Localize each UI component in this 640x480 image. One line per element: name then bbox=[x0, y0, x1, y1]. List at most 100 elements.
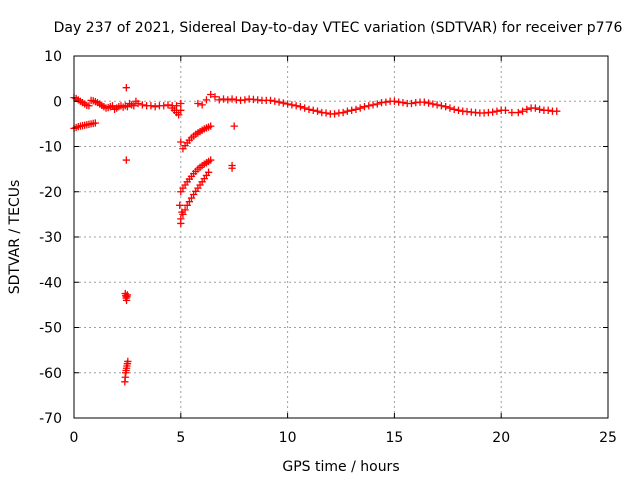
data-point bbox=[160, 102, 168, 110]
data-point bbox=[177, 99, 185, 108]
data-point bbox=[523, 105, 531, 114]
data-point bbox=[433, 101, 441, 109]
data-point bbox=[356, 104, 364, 112]
data-point bbox=[122, 84, 130, 92]
data-point bbox=[544, 106, 552, 114]
y-tick-label: -20 bbox=[39, 185, 62, 201]
data-point bbox=[176, 201, 184, 209]
series-main-band bbox=[70, 90, 561, 118]
data-point bbox=[313, 107, 322, 115]
series-arc-middle bbox=[177, 156, 215, 196]
data-point bbox=[390, 97, 399, 105]
data-point bbox=[292, 102, 300, 110]
y-tick-label: -60 bbox=[39, 366, 62, 382]
series-low-band-early bbox=[70, 119, 100, 133]
y-tick-label: -70 bbox=[39, 411, 62, 427]
data-point bbox=[207, 90, 215, 99]
data-point bbox=[175, 111, 183, 119]
y-tick-label: -40 bbox=[39, 275, 62, 291]
y-tick-label: -10 bbox=[39, 140, 62, 156]
data-point bbox=[275, 98, 283, 106]
data-point bbox=[271, 97, 279, 105]
data-point bbox=[283, 100, 292, 108]
series-scatter-5h bbox=[176, 201, 186, 228]
y-axis-label: SDTVAR / TECUs bbox=[7, 180, 23, 295]
data-point bbox=[450, 105, 458, 114]
grid bbox=[74, 56, 608, 418]
data-point bbox=[230, 122, 238, 130]
data-point bbox=[164, 101, 172, 109]
data-point bbox=[124, 357, 132, 366]
series-isolated-7.4h bbox=[228, 122, 238, 172]
data-point bbox=[365, 102, 373, 110]
data-point bbox=[309, 106, 317, 114]
data-point bbox=[489, 108, 497, 116]
data-point bbox=[228, 164, 236, 172]
series-arc-upper bbox=[177, 122, 215, 153]
ticks: 0 5 10 15 20 25 10 0 -10 -20 -30 -40 -50 -60 -70 bbox=[39, 49, 617, 446]
x-tick-label: 5 bbox=[176, 430, 185, 446]
data-point bbox=[207, 122, 215, 130]
data-point bbox=[219, 95, 228, 103]
x-tick-label: 25 bbox=[599, 430, 617, 446]
data-point bbox=[211, 93, 219, 101]
data-point bbox=[177, 219, 185, 228]
x-tick-label: 0 bbox=[70, 430, 79, 446]
data-point bbox=[508, 108, 516, 117]
data-point bbox=[207, 156, 215, 164]
data-point bbox=[138, 101, 147, 109]
x-tick-label: 15 bbox=[385, 430, 403, 446]
data-point bbox=[194, 99, 202, 108]
data-points bbox=[70, 84, 561, 386]
data-point bbox=[531, 104, 540, 112]
y-tick-label: 0 bbox=[53, 94, 62, 110]
data-point bbox=[322, 109, 330, 117]
data-point bbox=[553, 107, 561, 115]
data-point bbox=[437, 102, 446, 110]
data-point bbox=[305, 105, 313, 114]
data-point bbox=[343, 107, 352, 115]
data-point bbox=[198, 101, 206, 109]
data-point bbox=[493, 107, 501, 115]
data-point bbox=[204, 168, 213, 176]
data-point bbox=[224, 96, 232, 104]
data-point bbox=[228, 95, 236, 103]
data-point bbox=[91, 119, 100, 127]
data-point bbox=[177, 106, 185, 114]
data-point bbox=[442, 103, 450, 111]
data-point bbox=[382, 98, 390, 106]
data-point bbox=[407, 99, 416, 108]
data-point bbox=[429, 100, 437, 108]
data-point bbox=[348, 106, 356, 114]
y-tick-label: -30 bbox=[39, 230, 62, 246]
data-point bbox=[122, 156, 130, 164]
data-point bbox=[446, 104, 454, 112]
data-point bbox=[339, 108, 347, 117]
data-point bbox=[296, 103, 305, 111]
data-point bbox=[202, 96, 211, 104]
data-point bbox=[301, 104, 309, 112]
data-point bbox=[178, 208, 186, 216]
data-point bbox=[172, 102, 181, 110]
data-point bbox=[501, 106, 510, 114]
x-tick-label: 10 bbox=[279, 430, 297, 446]
y-tick-label: -50 bbox=[39, 321, 62, 337]
data-point bbox=[360, 103, 369, 111]
series-outliers-2.4h bbox=[121, 84, 132, 386]
y-tick-label: 10 bbox=[44, 49, 62, 65]
data-point bbox=[266, 96, 275, 104]
data-point bbox=[130, 102, 138, 110]
data-point bbox=[535, 105, 544, 114]
data-point bbox=[369, 101, 377, 109]
data-point bbox=[279, 99, 287, 107]
data-point bbox=[454, 106, 463, 114]
data-point bbox=[241, 96, 249, 104]
data-point bbox=[518, 107, 527, 115]
x-axis-label: GPS time / hours bbox=[282, 459, 399, 475]
data-point bbox=[373, 100, 381, 108]
data-point bbox=[151, 103, 159, 111]
data-point bbox=[352, 105, 360, 114]
x-tick-label: 20 bbox=[492, 430, 510, 446]
